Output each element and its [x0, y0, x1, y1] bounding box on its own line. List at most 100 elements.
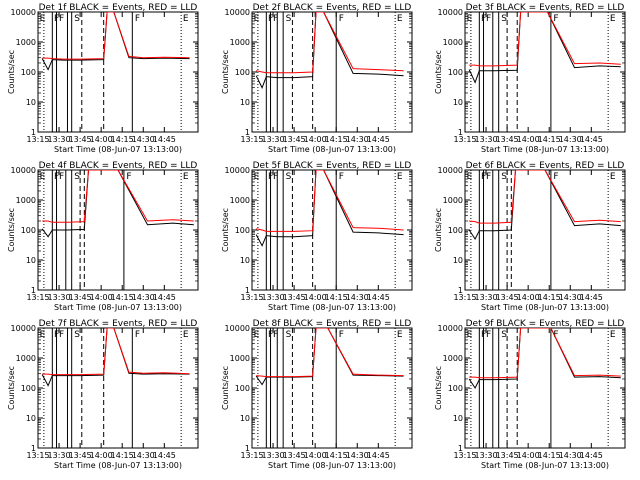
x-tick-label: 13:15 [240, 293, 263, 302]
y-axis-label: Counts/sec [7, 208, 16, 252]
region-label: E [183, 14, 189, 24]
chart-title: Det 4f BLACK = Events, RED = LLD [39, 161, 198, 171]
x-tick-label: 13:15 [453, 293, 476, 302]
region-label: E [467, 14, 473, 24]
y-tick-label: 100 [448, 384, 463, 393]
region-label: F [553, 330, 558, 340]
region-label: S [286, 330, 292, 340]
series-events-line [468, 12, 621, 84]
region-label: F [339, 330, 344, 340]
x-tick-label: 14:00 [517, 135, 540, 144]
y-tick-label: 10000 [438, 324, 463, 333]
x-tick-label: 13:30 [475, 135, 498, 144]
x-tick-label: 14:45 [153, 135, 176, 144]
x-tick-label: 14:15 [538, 135, 561, 144]
x-tick-label: 13:30 [262, 293, 285, 302]
x-tick-label: 14:30 [132, 135, 155, 144]
y-tick-label: 1 [458, 286, 463, 295]
series-events-line [255, 170, 404, 247]
region-label: F [481, 172, 486, 182]
y-tick-label: 1 [458, 444, 463, 453]
chart-panel-6: Det 6f BLACK = Events, RED = LLD 1 10 100 10… [434, 161, 626, 312]
region-label: F [268, 330, 273, 340]
chart-panel-8: Det 8f BLACK = Events, RED = LLD 1 10 100 10… [221, 319, 413, 470]
y-tick-label: 1 [31, 444, 36, 453]
x-axis-label: Start Time (08-Jun-07 13:13:00) [481, 145, 609, 154]
y-tick-label: 10000 [438, 166, 463, 175]
y-tick-label: 1 [31, 286, 36, 295]
x-tick-label: 14:45 [580, 451, 603, 460]
series-events-line [255, 12, 404, 89]
x-tick-label: 14:15 [111, 293, 134, 302]
y-tick-label: 1 [458, 128, 463, 137]
x-tick-label: 14:00 [90, 135, 113, 144]
chart-panel-5: Det 5f BLACK = Events, RED = LLD 1 10 100 10… [221, 161, 413, 312]
plot-frame [464, 169, 626, 291]
region-label: S [74, 14, 80, 24]
region-label: S [286, 172, 292, 182]
x-tick-label: 13:45 [496, 135, 519, 144]
y-tick-label: 10000 [11, 8, 36, 17]
region-label: F [268, 172, 273, 182]
x-tick-label: 14:30 [132, 451, 155, 460]
x-tick-label: 14:15 [325, 293, 348, 302]
region-label: F [486, 172, 491, 182]
region-label: F [59, 330, 64, 340]
chart-title: Det 2f BLACK = Events, RED = LLD [253, 3, 412, 13]
x-tick-label: 14:15 [111, 451, 134, 460]
y-tick-label: 10000 [11, 324, 36, 333]
region-label: E [40, 172, 46, 182]
x-tick-label: 14:00 [517, 293, 540, 302]
x-tick-label: 14:45 [153, 451, 176, 460]
y-tick-label: 100 [448, 68, 463, 77]
region-label: E [40, 330, 46, 340]
region-label: E [397, 330, 403, 340]
region-label: F [481, 330, 486, 340]
x-tick-label: 13:45 [283, 451, 306, 460]
region-label: F [486, 330, 491, 340]
series-lld-line [42, 328, 190, 376]
x-axis-label: Start Time (08-Jun-07 13:13:00) [268, 461, 396, 470]
region-label: F [273, 172, 278, 182]
y-tick-label: 10 [240, 256, 250, 265]
x-axis-label: Start Time (08-Jun-07 13:13:00) [268, 145, 396, 154]
plot-frame [464, 327, 626, 449]
series-events-line [41, 328, 190, 387]
y-tick-label: 1 [245, 286, 250, 295]
x-tick-label: 14:45 [580, 293, 603, 302]
region-label: E [254, 14, 260, 24]
region-label: E [254, 172, 260, 182]
y-tick-label: 10 [453, 98, 463, 107]
y-axis-label: Counts/sec [221, 208, 230, 252]
x-axis-label: Start Time (08-Jun-07 13:13:00) [54, 145, 182, 154]
y-tick-label: 100 [21, 68, 36, 77]
region-label: F [553, 172, 558, 182]
x-tick-label: 13:45 [69, 293, 92, 302]
y-tick-label: 100 [21, 226, 36, 235]
x-tick-label: 13:15 [240, 451, 263, 460]
y-axis-label: Counts/sec [7, 50, 16, 94]
x-tick-label: 13:30 [262, 135, 285, 144]
y-tick-label: 1000 [443, 354, 463, 363]
region-label: E [40, 14, 46, 24]
chart-title: Det 6f BLACK = Events, RED = LLD [466, 161, 625, 171]
y-axis-label: Counts/sec [221, 50, 230, 94]
chart-panel-2: Det 2f BLACK = Events, RED = LLD 1 10 100 10… [221, 3, 413, 154]
y-tick-label: 10 [453, 256, 463, 265]
region-label: S [501, 330, 507, 340]
x-tick-label: 13:30 [475, 451, 498, 460]
y-tick-label: 1000 [16, 354, 36, 363]
x-tick-label: 14:00 [90, 451, 113, 460]
region-label: S [74, 330, 80, 340]
x-tick-label: 13:45 [496, 293, 519, 302]
plot-frame [464, 11, 626, 133]
region-label: E [467, 172, 473, 182]
x-tick-label: 14:45 [367, 451, 390, 460]
region-label: E [183, 330, 189, 340]
region-label: S [501, 14, 507, 24]
y-tick-label: 1 [31, 128, 36, 137]
x-axis-label: Start Time (08-Jun-07 13:13:00) [268, 303, 396, 312]
x-tick-label: 14:45 [580, 135, 603, 144]
x-tick-label: 14:15 [538, 293, 561, 302]
x-tick-label: 14:00 [90, 293, 113, 302]
